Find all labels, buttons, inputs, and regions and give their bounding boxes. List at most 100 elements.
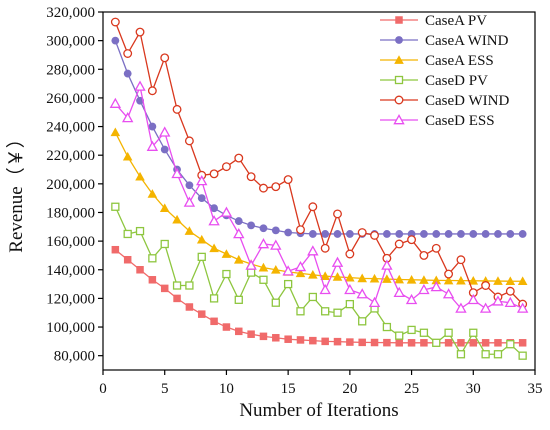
y-tick-label: 180,000 — [46, 205, 95, 221]
data-point — [160, 284, 169, 293]
data-point — [147, 189, 158, 198]
data-point — [494, 230, 502, 238]
data-point — [395, 331, 404, 340]
data-point — [171, 167, 183, 179]
series-line-casea-wind — [114, 40, 523, 235]
y-axis-title: Revenue（￥） — [5, 129, 27, 252]
data-point — [110, 17, 120, 27]
data-point — [294, 260, 307, 272]
data-point — [283, 279, 293, 289]
data-point — [356, 288, 368, 299]
plot-frame — [102, 11, 536, 371]
data-point — [444, 328, 453, 337]
data-point — [234, 153, 244, 163]
data-point — [296, 225, 305, 235]
data-point — [307, 245, 319, 256]
data-point — [148, 122, 157, 131]
legend-label: CaseD WIND — [425, 93, 509, 109]
data-point — [221, 249, 232, 258]
data-point — [210, 317, 218, 326]
data-point — [123, 69, 132, 78]
data-point — [418, 283, 430, 295]
data-point — [172, 281, 182, 290]
x-tick-label: 0 — [99, 381, 107, 397]
legend-item-cased-pv: CaseD PV — [380, 73, 488, 89]
data-point — [394, 239, 404, 249]
data-point — [123, 49, 133, 58]
data-point — [110, 127, 121, 137]
data-point — [136, 266, 144, 274]
data-point — [321, 307, 330, 316]
data-point — [159, 126, 171, 137]
data-point — [456, 350, 466, 359]
data-point — [259, 332, 268, 341]
data-point — [246, 268, 256, 277]
data-point — [146, 140, 159, 151]
legend-item-cased-wind: CaseD WIND — [380, 93, 509, 109]
legend-label: CaseA WIND — [425, 33, 509, 49]
data-point — [345, 299, 355, 309]
data-point — [358, 338, 366, 347]
data-point — [481, 339, 490, 347]
data-point — [469, 339, 478, 347]
series-line-casea-ess — [114, 131, 523, 282]
data-point — [481, 350, 490, 359]
data-point — [505, 286, 515, 296]
data-point — [221, 162, 231, 172]
data-point — [197, 310, 206, 318]
data-point — [148, 276, 157, 284]
x-tick-label: 20 — [342, 381, 357, 397]
data-point — [493, 276, 503, 285]
data-point — [160, 53, 170, 63]
data-point — [518, 351, 527, 360]
data-point — [345, 249, 355, 259]
data-point — [123, 229, 132, 239]
data-point — [407, 339, 416, 347]
legend-item-casea-pv: CaseA PV — [380, 13, 487, 29]
data-point — [382, 322, 392, 332]
legend-marker — [395, 16, 403, 24]
legend-item-casea-wind: CaseA WIND — [380, 33, 509, 49]
data-point — [382, 230, 391, 238]
data-point — [172, 214, 182, 224]
data-point — [455, 302, 467, 313]
x-tick-label: 15 — [281, 381, 296, 397]
data-point — [247, 330, 255, 338]
data-point — [481, 230, 490, 238]
data-point — [430, 281, 442, 292]
data-point — [357, 273, 367, 283]
legend-marker — [393, 114, 405, 125]
data-point — [346, 338, 354, 346]
data-point — [405, 293, 418, 305]
data-point — [259, 183, 268, 193]
data-point — [469, 328, 478, 337]
data-point — [183, 196, 196, 207]
legend-item-casea-ess: CaseA ESS — [380, 53, 494, 69]
data-point — [432, 338, 441, 347]
y-tick-label: 260,000 — [46, 91, 95, 107]
data-point — [159, 203, 170, 213]
y-tick-label: 120,000 — [46, 291, 95, 307]
x-tick-label: 5 — [161, 381, 169, 397]
data-point — [233, 228, 245, 239]
data-point — [259, 224, 268, 233]
data-point — [358, 317, 367, 326]
data-point — [444, 230, 453, 238]
data-point — [271, 226, 280, 235]
data-point — [420, 230, 428, 238]
data-point — [271, 182, 281, 192]
data-point — [246, 172, 256, 182]
y-tick-label: 100,000 — [46, 320, 95, 336]
y-tick-label: 320,000 — [46, 5, 95, 21]
data-point — [504, 296, 517, 308]
data-point — [518, 339, 527, 347]
series-casea-ess — [110, 127, 528, 286]
data-point — [420, 339, 428, 347]
y-tick-label: 80,000 — [54, 349, 95, 365]
data-point — [135, 226, 145, 236]
data-point — [220, 206, 233, 217]
legend-marker — [394, 55, 404, 64]
data-point — [393, 286, 405, 298]
x-tick-label: 35 — [528, 381, 543, 397]
